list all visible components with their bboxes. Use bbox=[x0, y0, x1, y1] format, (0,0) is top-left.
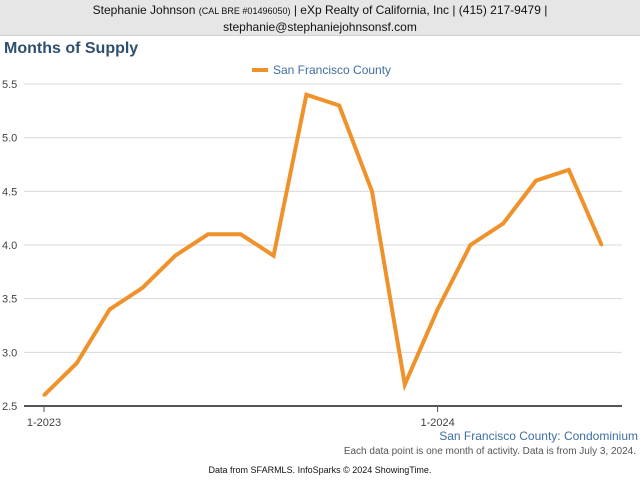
data-point bbox=[239, 232, 243, 236]
data-point bbox=[436, 307, 440, 311]
data-point bbox=[42, 393, 46, 397]
y-tick-label: 5.0 bbox=[2, 133, 17, 145]
y-tick-label: 4.5 bbox=[2, 186, 17, 198]
data-point bbox=[206, 232, 210, 236]
data-point bbox=[468, 243, 472, 247]
agent-header: Stephanie Johnson (CAL BRE #01496050) | … bbox=[0, 0, 640, 36]
data-point bbox=[534, 179, 538, 183]
data-point bbox=[108, 307, 112, 311]
series-caption: San Francisco County: Condominium bbox=[439, 429, 638, 443]
data-point bbox=[370, 189, 374, 193]
chart-title: Months of Supply bbox=[4, 40, 139, 57]
y-tick-label: 5.5 bbox=[2, 79, 17, 91]
agent-license: (CAL BRE #01496050) bbox=[198, 6, 291, 16]
y-tick-label: 4.0 bbox=[2, 240, 17, 252]
y-tick-label: 3.5 bbox=[2, 294, 17, 306]
data-point bbox=[337, 103, 341, 107]
agent-name: Stephanie Johnson bbox=[92, 3, 196, 17]
data-note: Each data point is one month of activity… bbox=[343, 446, 636, 457]
x-tick-label: 1-2024 bbox=[420, 417, 454, 429]
agent-email: stephanie@stephaniejohnsonsf.com bbox=[223, 20, 417, 34]
data-point bbox=[501, 222, 505, 226]
legend-label: San Francisco County bbox=[273, 63, 391, 77]
data-point bbox=[173, 254, 177, 258]
data-point bbox=[75, 361, 79, 365]
x-tick-label: 1-2023 bbox=[27, 417, 61, 429]
agent-company-phone: | eXp Realty of California, Inc | (415) … bbox=[293, 3, 548, 17]
data-point bbox=[403, 383, 407, 387]
data-point bbox=[567, 168, 571, 172]
data-point bbox=[140, 286, 144, 290]
data-point bbox=[600, 243, 604, 247]
y-tick-label: 3.0 bbox=[2, 347, 17, 359]
agent-line-1: Stephanie Johnson (CAL BRE #01496050) | … bbox=[0, 2, 640, 19]
data-credit: Data from SFARMLS. InfoSparks © 2024 Sho… bbox=[208, 465, 432, 475]
series-line bbox=[42, 92, 604, 397]
data-point bbox=[272, 254, 276, 258]
y-tick-label: 2.5 bbox=[2, 401, 17, 413]
data-point bbox=[304, 93, 308, 97]
